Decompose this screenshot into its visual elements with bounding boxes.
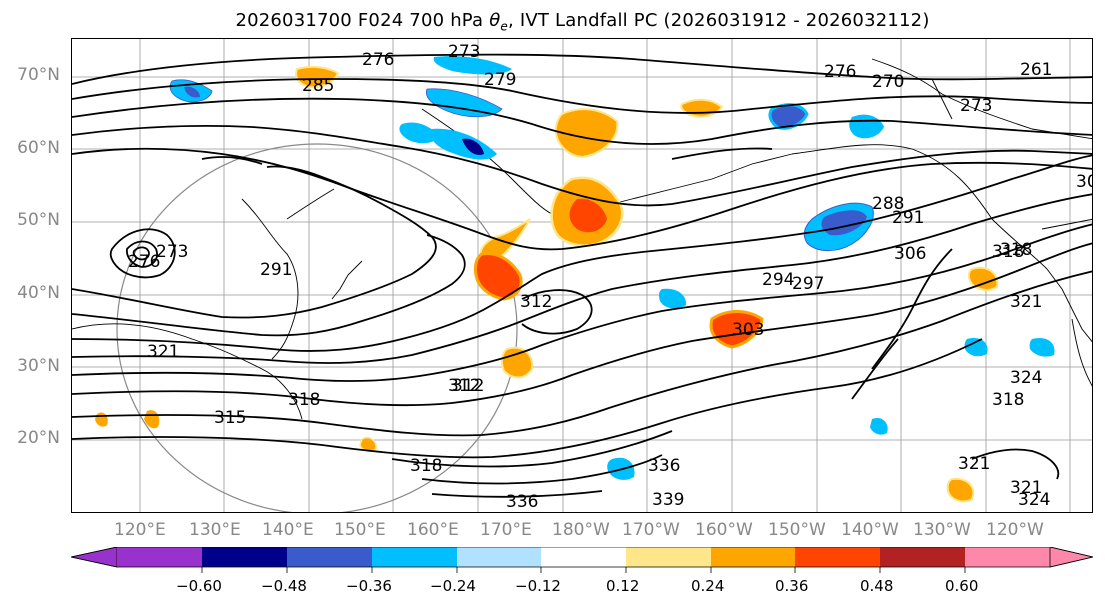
contour-label: 276 <box>824 62 856 82</box>
lon-label: 170°W <box>622 520 680 540</box>
lon-label: 130°W <box>913 520 971 540</box>
contour-label: 336 <box>648 456 680 476</box>
contour-label: 312 <box>452 376 484 396</box>
radius-circle <box>116 143 518 512</box>
contour-label: 318 <box>992 242 1024 262</box>
coastlines <box>72 58 1092 420</box>
contour-labels: 276 273 279 285 276 270 273 261 30 288 3… <box>128 42 1093 512</box>
colorbar-tick-label: −0.60 <box>176 577 222 595</box>
contour-label: 273 <box>448 42 480 62</box>
contour-label: 30 <box>1076 172 1093 192</box>
contour-label: 321 <box>147 342 179 362</box>
contour-label: 306 <box>894 244 926 264</box>
contour-label: 321 <box>958 454 990 474</box>
contour-label: 273 <box>960 96 992 116</box>
colorbar-segment <box>457 547 543 567</box>
lat-label: 30°N <box>17 356 60 376</box>
lat-label: 50°N <box>17 210 60 230</box>
colorbar-tick-label: −0.36 <box>346 577 392 595</box>
ivt-shading <box>95 56 1055 503</box>
colorbar-segments <box>71 547 1093 568</box>
colorbar-segment <box>202 547 288 567</box>
colorbar-tick-label: 0.36 <box>775 577 809 595</box>
chart-title: 2026031700 F024 700 hPa θe, IVT Landfall… <box>235 10 930 34</box>
lon-label: 150°E <box>334 520 386 540</box>
lon-label: 140°E <box>262 520 314 540</box>
lon-label: 130°E <box>189 520 241 540</box>
contour-label: 315 <box>214 408 246 428</box>
colorbar-segment <box>880 547 966 567</box>
lon-label: 140°W <box>841 520 899 540</box>
lon-label: 160°E <box>407 520 459 540</box>
map-svg: 276 273 279 285 276 270 273 261 30 288 3… <box>72 39 1093 512</box>
colorbar-tick-label: 0.48 <box>860 577 894 595</box>
contour-label: 321 <box>1010 478 1042 498</box>
colorbar <box>71 547 1093 573</box>
lon-label: 160°W <box>695 520 753 540</box>
lon-label: 170°E <box>480 520 532 540</box>
colorbar-segment <box>117 547 203 567</box>
contour-label: 318 <box>288 390 320 410</box>
colorbar-segment <box>711 547 797 567</box>
theta-e-contours <box>72 53 1092 498</box>
contour-label: 336 <box>506 492 538 512</box>
colorbar-tick-label: 0.24 <box>691 577 725 595</box>
lon-label: 180°W <box>552 520 610 540</box>
colorbar-segment <box>372 547 458 567</box>
colorbar-tick-label: −0.48 <box>261 577 307 595</box>
lon-label: 150°W <box>768 520 826 540</box>
colorbar-tick-label: 0.60 <box>945 577 979 595</box>
contour-label: 276 <box>128 252 160 272</box>
colorbar-segment <box>795 547 881 567</box>
map-panel[interactable]: 276 273 279 285 276 270 273 261 30 288 3… <box>71 38 1093 513</box>
colorbar-segment <box>626 547 712 567</box>
lat-label: 20°N <box>17 428 60 448</box>
lat-label: 60°N <box>17 138 60 158</box>
colorbar-segment <box>1049 547 1093 568</box>
contour-label: 285 <box>302 76 334 96</box>
contour-label: 270 <box>872 72 904 92</box>
contour-label: 291 <box>892 208 924 228</box>
contour-label: 324 <box>1010 368 1042 388</box>
colorbar-tick-label: −0.24 <box>430 577 476 595</box>
contour-label: 318 <box>1000 240 1032 260</box>
lat-label: 40°N <box>17 283 60 303</box>
contour-label: 288 <box>872 194 904 214</box>
contour-label: 294 <box>762 270 794 290</box>
contour-label: 291 <box>260 260 292 280</box>
contour-label: 279 <box>484 70 516 90</box>
contour-label: 303 <box>732 320 764 340</box>
colorbar-tick-label: −0.12 <box>515 577 561 595</box>
contour-label: 312 <box>448 376 480 396</box>
contour-label: 318 <box>410 456 442 476</box>
contour-label: 318 <box>992 390 1024 410</box>
colorbar-segment <box>71 547 118 568</box>
colorbar-segment <box>541 547 627 567</box>
lat-label: 70°N <box>17 65 60 85</box>
contour-label: 321 <box>1010 292 1042 312</box>
contour-label: 312 <box>520 292 552 312</box>
contour-label: 339 <box>652 490 684 510</box>
lon-label: 120°E <box>114 520 166 540</box>
colorbar-segment <box>965 547 1051 567</box>
contour-label: 276 <box>362 50 394 70</box>
contour-label: 324 <box>1018 490 1050 510</box>
contour-label: 297 <box>792 274 824 294</box>
colorbar-segment <box>287 547 373 567</box>
lon-label: 120°W <box>986 520 1044 540</box>
contour-label: 261 <box>1020 60 1052 80</box>
colorbar-tick-label: 0.12 <box>606 577 640 595</box>
contour-label: 273 <box>156 242 188 262</box>
